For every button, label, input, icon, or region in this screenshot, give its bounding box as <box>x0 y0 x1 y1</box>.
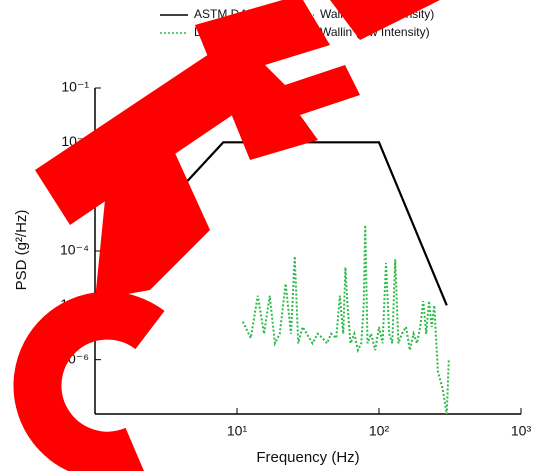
x-tick-label: 10² <box>369 423 390 439</box>
overlay-e <box>195 0 360 160</box>
data-line <box>241 225 450 415</box>
y-tick-label: 10⁻¹ <box>61 79 89 95</box>
x-tick-label: 10¹ <box>227 423 248 439</box>
overlay-e-top <box>330 0 440 40</box>
overlay-c <box>13 291 165 471</box>
y-axis-label: PSD (g²/Hz) <box>13 210 30 291</box>
x-tick-label: 10³ <box>511 423 532 439</box>
overlay-t-stem <box>95 120 210 300</box>
red-overlay <box>13 0 440 471</box>
y-tick-label: 10⁻⁴ <box>60 242 89 258</box>
x-axis-label: Frequency (Hz) <box>256 449 359 466</box>
